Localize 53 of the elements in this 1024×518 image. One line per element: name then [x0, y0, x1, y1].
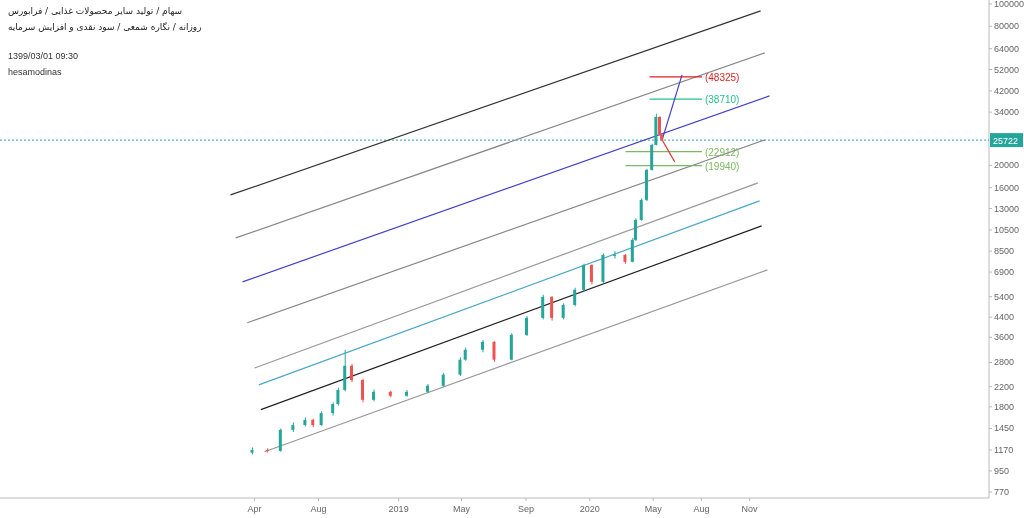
y-tick-label: 950: [994, 465, 1010, 476]
y-tick-label: 8500: [994, 246, 1015, 257]
ref-line-label: 25722: [993, 136, 1019, 147]
annotation: (19940): [704, 160, 740, 172]
candlestick: [639, 197, 643, 222]
candlestick: [336, 387, 340, 407]
y-tick-label: 42000: [994, 85, 1020, 96]
candlestick: [589, 263, 593, 285]
y-tick-label: 1450: [994, 423, 1015, 434]
text: سهام / تولید سایر محصولات غذایی / فرابورس: [8, 6, 183, 16]
y-tick-label: 5400: [994, 291, 1015, 302]
y-tick-label: 4400: [994, 312, 1015, 323]
annotation: hesamodinas: [8, 67, 63, 77]
candlestick: [350, 363, 354, 383]
x-tick-label: May: [644, 504, 663, 514]
y-tick-label: 52000: [994, 64, 1020, 75]
candlestick: [541, 294, 545, 320]
y-tick-label: 2200: [994, 381, 1015, 392]
y-tick-label: 13000: [994, 203, 1020, 214]
candlestick: [361, 378, 365, 403]
y-tick-label: 6900: [994, 267, 1015, 278]
y-tick-label: 80000: [994, 21, 1020, 32]
annotation: 1399/03/01 09:30: [8, 51, 79, 61]
x-tick-label: Aug: [693, 504, 710, 514]
text: روزانه / نگاره شمعی / سود نقدی و افزایش سرمایه: [8, 21, 202, 32]
x-tick-label: 2019: [388, 504, 409, 514]
x-tick-label: 2020: [579, 504, 600, 514]
candlestick: [492, 340, 496, 363]
x-tick-label: Nov: [741, 504, 759, 514]
candlestick: [612, 250, 616, 259]
y-tick-label: 3600: [994, 332, 1015, 343]
y-tick-label: 2800: [994, 357, 1015, 368]
y-tick-label: 20000: [994, 160, 1020, 171]
x-tick-label: May: [452, 504, 471, 514]
x-tick-label: Sep: [517, 504, 534, 514]
y-tick-label: 1170: [994, 445, 1014, 456]
y-tick-label: 34000: [994, 107, 1020, 118]
y-tick-label: 16000: [994, 182, 1020, 193]
candlestick: [458, 356, 462, 377]
candlestick: [524, 315, 528, 337]
y-tick-label: 770: [994, 486, 1010, 497]
x-tick-label: Aug: [310, 504, 327, 514]
candlestick: [265, 447, 269, 454]
annotation: (38710): [704, 94, 740, 106]
y-tick-label: 100000: [994, 0, 1024, 9]
y-tick-label: 1800: [994, 401, 1015, 412]
candlestick: [573, 287, 577, 307]
annotation: (48325): [704, 71, 740, 83]
x-tick-label: Apr: [247, 504, 262, 514]
y-tick-label: 64000: [994, 43, 1020, 54]
candlestick: [550, 295, 554, 322]
candlestick: [278, 427, 282, 453]
y-tick-label: 10500: [994, 224, 1020, 235]
